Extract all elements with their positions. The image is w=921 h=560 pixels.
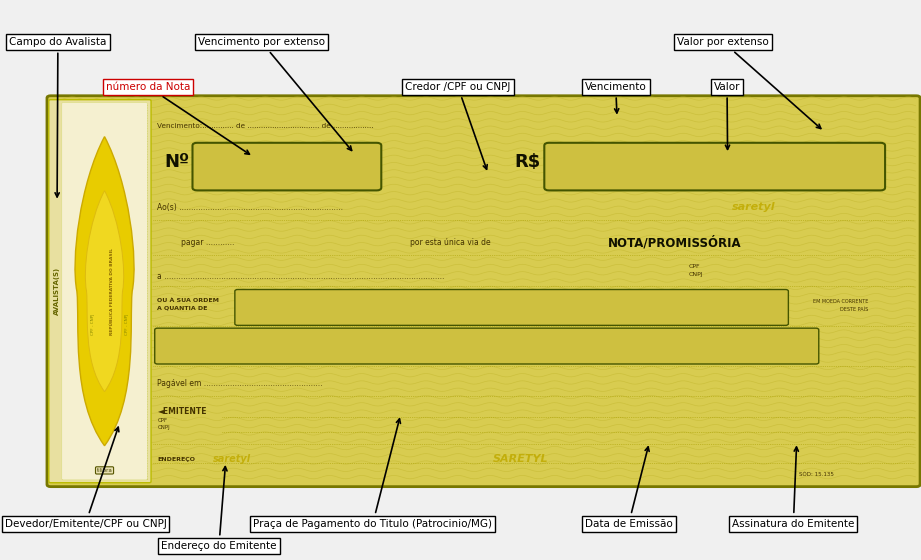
Text: CPF: CPF: [157, 418, 168, 422]
FancyBboxPatch shape: [544, 143, 885, 190]
Text: Data de Emissão: Data de Emissão: [585, 447, 672, 529]
FancyBboxPatch shape: [49, 100, 151, 483]
Text: CPF: CPF: [689, 264, 701, 268]
PathPatch shape: [75, 137, 134, 446]
Text: tilibra: tilibra: [97, 468, 112, 473]
FancyBboxPatch shape: [47, 96, 920, 487]
PathPatch shape: [86, 191, 123, 391]
Text: SÓD: 15.135: SÓD: 15.135: [799, 472, 834, 477]
Text: Campo do Avalista: Campo do Avalista: [9, 37, 107, 197]
Text: NOTA/PROMISSÓRIA: NOTA/PROMISSÓRIA: [608, 236, 741, 249]
Text: CNPJ: CNPJ: [689, 272, 704, 277]
Text: Valor por extenso: Valor por extenso: [677, 37, 821, 129]
Text: CPF - CNPJ: CPF - CNPJ: [124, 314, 129, 335]
Text: Vencimento:.............. de ................................ de ...............: Vencimento:.............. de ...........…: [157, 123, 374, 129]
Text: OU À SUA ORDEM: OU À SUA ORDEM: [157, 298, 219, 302]
Text: CNPJ: CNPJ: [157, 426, 170, 430]
FancyBboxPatch shape: [155, 328, 819, 364]
FancyBboxPatch shape: [235, 290, 788, 325]
Text: Vencimento por extenso: Vencimento por extenso: [198, 37, 352, 151]
Text: número da Nota: número da Nota: [106, 82, 250, 154]
Text: saretyl: saretyl: [732, 202, 775, 212]
Text: saretyl: saretyl: [213, 454, 251, 464]
Text: EM MOEDA CORRENTE: EM MOEDA CORRENTE: [813, 299, 869, 304]
Text: a ..............................................................................: a ......................................…: [157, 272, 445, 281]
Text: Endereço do Emitente: Endereço do Emitente: [161, 466, 276, 551]
Text: CPF - CNPJ: CPF - CNPJ: [90, 314, 95, 335]
Text: R$: R$: [514, 153, 541, 171]
Text: por esta única via de: por esta única via de: [410, 238, 491, 247]
Text: Assinatura do Emitente: Assinatura do Emitente: [732, 447, 855, 529]
FancyBboxPatch shape: [192, 143, 381, 190]
Text: ENDEREÇO: ENDEREÇO: [157, 457, 195, 461]
Text: Vencimento: Vencimento: [585, 82, 647, 113]
Text: SARETYL: SARETYL: [493, 454, 548, 464]
Text: Credor /CPF ou CNPJ: Credor /CPF ou CNPJ: [405, 82, 510, 169]
FancyBboxPatch shape: [62, 102, 147, 480]
Text: Praça de Pagamento do Titulo (Patrocinio/MG): Praça de Pagamento do Titulo (Patrocinio…: [253, 419, 493, 529]
Text: Nº: Nº: [164, 153, 189, 171]
Text: Valor: Valor: [714, 82, 740, 150]
Text: DESTE PAÍS: DESTE PAÍS: [840, 307, 869, 312]
Text: Pagável em ..................................................: Pagável em .............................…: [157, 379, 323, 388]
Text: A QUANTIA DE: A QUANTIA DE: [157, 306, 208, 310]
Text: AVALISTA(S): AVALISTA(S): [54, 267, 60, 315]
Text: ◄EMITENTE: ◄EMITENTE: [157, 407, 207, 416]
Text: pagar ............: pagar ............: [181, 238, 234, 247]
Text: Devedor/Emitente/CPF ou CNPJ: Devedor/Emitente/CPF ou CNPJ: [5, 427, 167, 529]
Text: REPÚBLICA FEDERATIVA DO BRASIL: REPÚBLICA FEDERATIVA DO BRASIL: [110, 248, 114, 335]
Text: Ao(s) .....................................................................: Ao(s) ..................................…: [157, 203, 344, 212]
